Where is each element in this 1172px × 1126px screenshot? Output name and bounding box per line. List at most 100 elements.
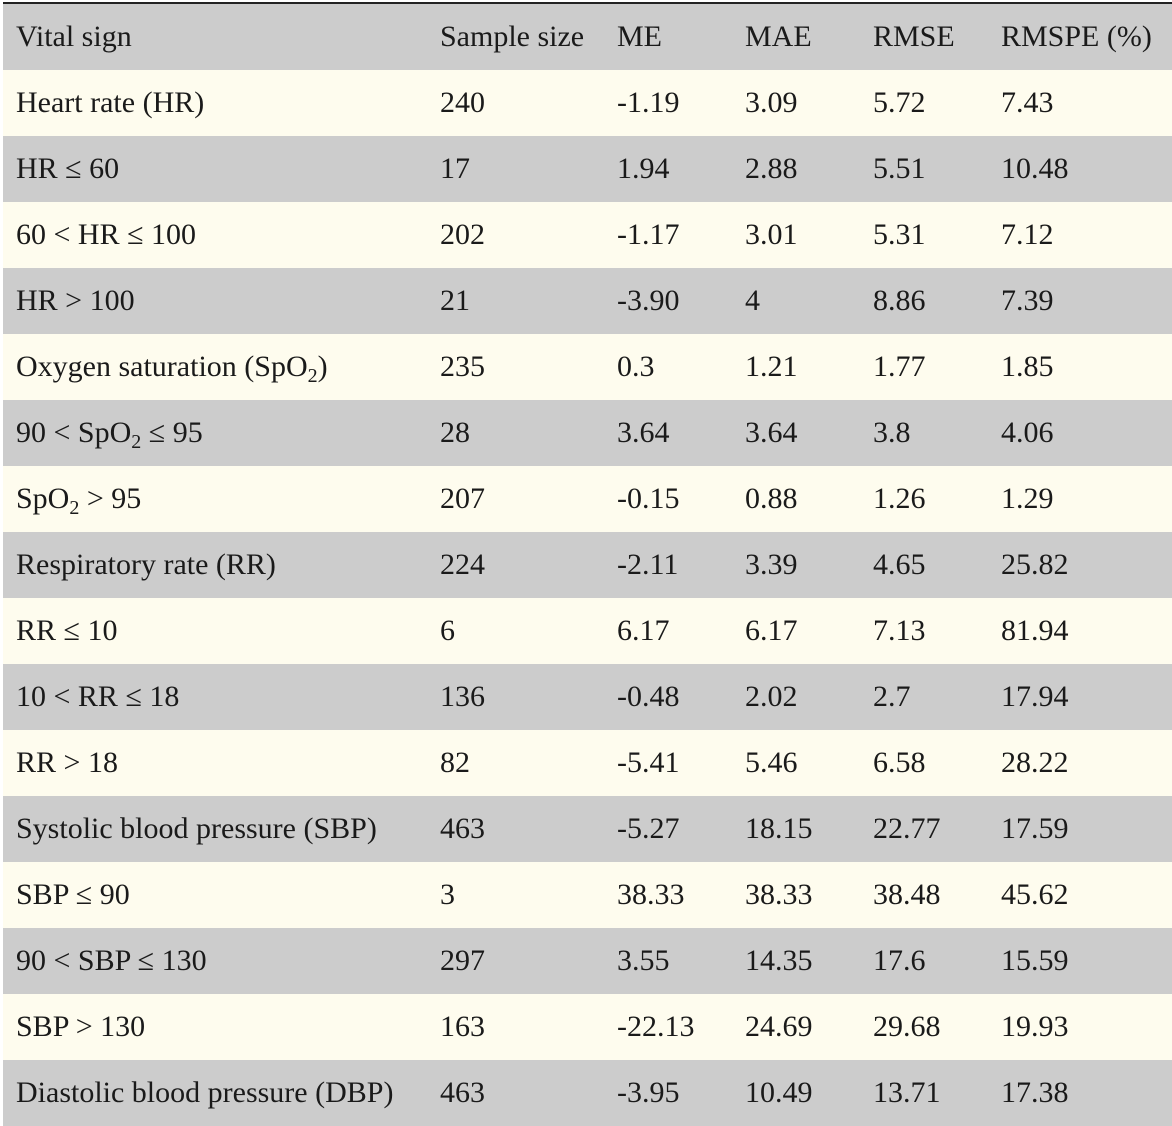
vital-sign-cell: Systolic blood pressure (SBP): [16, 812, 377, 845]
vital-sign-label-prefix: SpO: [16, 482, 70, 515]
rmspe-cell: 17.94: [1001, 680, 1069, 713]
rmspe-cell: 4.06: [1001, 416, 1054, 449]
me-cell: 0.3: [617, 350, 655, 383]
table-row: SpO2 > 95 207 -0.15 0.88 1.26 1.29: [3, 466, 1172, 532]
rmse-cell: 4.65: [873, 548, 926, 581]
me-cell: -5.27: [617, 812, 680, 845]
me-cell: 6.17: [617, 614, 670, 647]
mae-cell: 3.39: [745, 548, 798, 581]
mae-cell: 6.17: [745, 614, 798, 647]
vital-sign-label-subscript: 2: [307, 365, 318, 387]
mae-cell: 3.09: [745, 86, 798, 119]
me-cell: 38.33: [617, 878, 685, 911]
vital-sign-cell: Oxygen saturation (SpO2): [3, 334, 427, 400]
sample-size-cell: 17: [440, 152, 470, 185]
rmspe-cell: 17.59: [1001, 812, 1069, 845]
rmspe-cell: 19.93: [1001, 1010, 1069, 1043]
rmspe-cell: 7.43: [1001, 86, 1054, 119]
vital-sign-cell: HR ≤ 60: [16, 152, 120, 185]
table-header: Vital sign Sample size ME MAE RMSE RMSPE…: [3, 4, 1172, 70]
vital-sign-cell: RR ≤ 10: [16, 614, 118, 647]
header-rmspe: RMSPE (%): [1001, 20, 1152, 53]
rmse-cell: 5.51: [873, 152, 926, 185]
me-cell: -5.41: [617, 746, 680, 779]
me-cell: -0.48: [617, 680, 680, 713]
vital-signs-table-container: Vital sign Sample size ME MAE RMSE RMSPE…: [3, 2, 1172, 1126]
me-cell: -1.17: [617, 218, 680, 251]
rmspe-cell: 45.62: [1001, 878, 1069, 911]
rmse-cell: 7.13: [873, 614, 926, 647]
vital-sign-cell: 60 < HR ≤ 100: [16, 218, 197, 251]
vital-sign-label-prefix: Oxygen saturation (SpO: [16, 350, 308, 383]
rmspe-cell: 1.85: [1001, 350, 1054, 383]
sample-size-cell: 235: [440, 350, 485, 383]
mae-cell: 4: [745, 284, 760, 317]
sample-size-cell: 224: [440, 548, 485, 581]
vital-sign-cell: SBP > 130: [16, 1010, 146, 1043]
header-row: Vital sign Sample size ME MAE RMSE RMSPE…: [3, 4, 1172, 70]
sample-size-cell: 82: [440, 746, 470, 779]
vital-sign-label-subscript: 2: [131, 431, 142, 453]
vital-sign-label-prefix: 90 < SpO: [16, 416, 132, 449]
table-row: 60 < HR ≤ 100 202 -1.17 3.01 5.31 7.12: [3, 202, 1172, 268]
sample-size-cell: 28: [440, 416, 470, 449]
sample-size-cell: 207: [440, 482, 485, 515]
me-cell: -0.15: [617, 482, 680, 515]
sample-size-cell: 240: [440, 86, 485, 119]
vital-sign-cell: Diastolic blood pressure (DBP): [16, 1076, 394, 1109]
vital-sign-label-suffix: ≤ 95: [141, 416, 203, 449]
vital-sign-cell: HR > 100: [16, 284, 135, 317]
rmspe-cell: 81.94: [1001, 614, 1069, 647]
vital-sign-cell: 90 < SBP ≤ 130: [16, 944, 207, 977]
me-cell: 1.94: [617, 152, 670, 185]
me-cell: -22.13: [617, 1010, 695, 1043]
vital-sign-cell: SpO2 > 95: [3, 466, 427, 532]
vital-sign-cell: SBP ≤ 90: [16, 878, 130, 911]
table-body: Heart rate (HR) 240 -1.19 3.09 5.72 7.43 HR ≤ …: [3, 70, 1172, 1126]
vital-signs-table: Vital sign Sample size ME MAE RMSE RMSPE…: [3, 4, 1172, 1126]
vital-sign-cell: 90 < SpO2 ≤ 95: [3, 400, 427, 466]
sample-size-cell: 463: [440, 812, 485, 845]
mae-cell: 24.69: [745, 1010, 813, 1043]
sample-size-cell: 202: [440, 218, 485, 251]
me-cell: 3.64: [617, 416, 670, 449]
table-row: Heart rate (HR) 240 -1.19 3.09 5.72 7.43: [3, 70, 1172, 136]
rmspe-cell: 1.29: [1001, 482, 1054, 515]
mae-cell: 3.01: [745, 218, 798, 251]
rmse-cell: 8.86: [873, 284, 926, 317]
mae-cell: 38.33: [745, 878, 813, 911]
me-cell: 3.55: [617, 944, 670, 977]
header-rmse: RMSE: [873, 20, 955, 53]
rmse-cell: 13.71: [873, 1076, 941, 1109]
rmse-cell: 6.58: [873, 746, 926, 779]
rmse-cell: 2.7: [873, 680, 911, 713]
rmse-cell: 3.8: [873, 416, 911, 449]
table-row: HR > 100 21 -3.90 4 8.86 7.39: [3, 268, 1172, 334]
rmspe-cell: 17.38: [1001, 1076, 1069, 1109]
vital-sign-cell: Heart rate (HR): [16, 86, 205, 119]
table-row: SBP > 130 163 -22.13 24.69 29.68 19.93: [3, 994, 1172, 1060]
table-row: 90 < SBP ≤ 130 297 3.55 14.35 17.6 15.59: [3, 928, 1172, 994]
rmse-cell: 38.48: [873, 878, 941, 911]
vital-sign-cell: Respiratory rate (RR): [16, 548, 276, 581]
mae-cell: 0.88: [745, 482, 798, 515]
rmse-cell: 5.72: [873, 86, 926, 119]
sample-size-cell: 3: [440, 878, 455, 911]
sample-size-cell: 463: [440, 1076, 485, 1109]
table-row: RR > 18 82 -5.41 5.46 6.58 28.22: [3, 730, 1172, 796]
header-mae: MAE: [745, 20, 812, 53]
table-row: 90 < SpO2 ≤ 95 28 3.64 3.64 3.8 4.06: [3, 400, 1172, 466]
mae-cell: 2.02: [745, 680, 798, 713]
sample-size-cell: 163: [440, 1010, 485, 1043]
rmse-cell: 22.77: [873, 812, 941, 845]
rmse-cell: 1.26: [873, 482, 926, 515]
sample-size-cell: 297: [440, 944, 485, 977]
header-vital-sign: Vital sign: [16, 20, 132, 53]
mae-cell: 5.46: [745, 746, 798, 779]
sample-size-cell: 136: [440, 680, 485, 713]
rmse-cell: 1.77: [873, 350, 926, 383]
rmspe-cell: 25.82: [1001, 548, 1069, 581]
header-sample-size: Sample size: [440, 20, 585, 53]
rmse-cell: 17.6: [873, 944, 926, 977]
me-cell: -3.90: [617, 284, 680, 317]
